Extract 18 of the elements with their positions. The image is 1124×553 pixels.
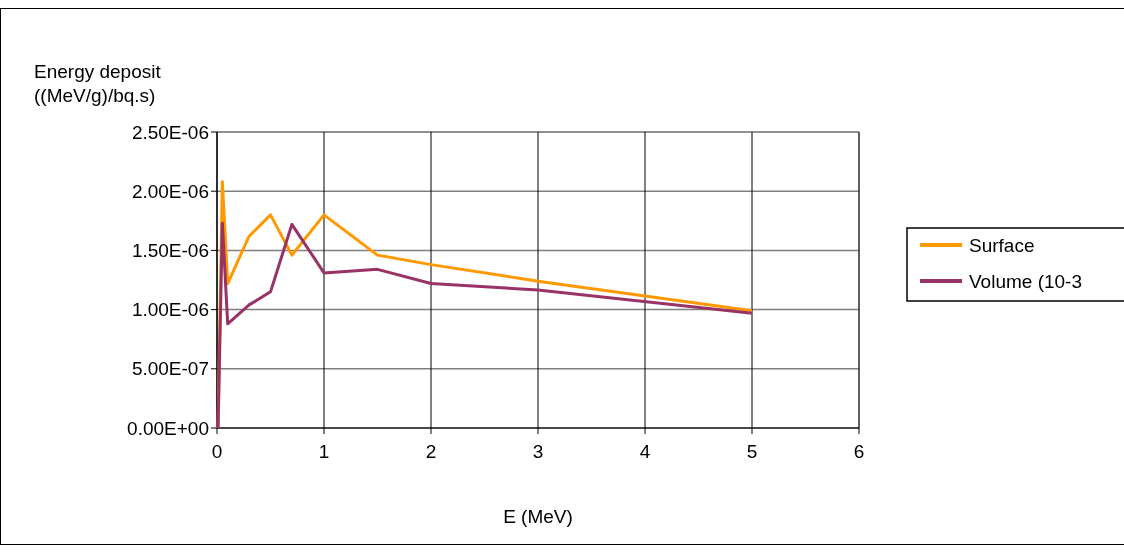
x-tick-label: 0 (211, 441, 223, 462)
y-tick-label: 0.00E+00 (127, 417, 209, 439)
y-tick-label: 2.00E-06 (131, 180, 209, 202)
x-tick-label: 6 (853, 441, 865, 462)
y-axis-title: Energy deposit ((MeV/g)/bq.s) (34, 61, 162, 106)
x-axis-title: E (MeV) (503, 506, 573, 527)
x-tick-label: 3 (532, 441, 544, 462)
x-tick-label: 5 (746, 441, 758, 462)
y-tick-label: 1.00E-06 (131, 299, 209, 321)
y-tick-label: 1.50E-06 (131, 240, 209, 262)
legend-label: Surface (969, 234, 1035, 256)
x-tick-label: 1 (318, 441, 330, 462)
legend-label: Volume (10-3 (969, 270, 1083, 292)
y-tick-label: 2.50E-06 (131, 121, 209, 143)
line-series (216, 221, 754, 430)
x-tick-label: 2 (425, 441, 437, 462)
x-tick-label: 4 (639, 441, 651, 462)
y-tick-label: 5.00E-07 (131, 358, 209, 380)
